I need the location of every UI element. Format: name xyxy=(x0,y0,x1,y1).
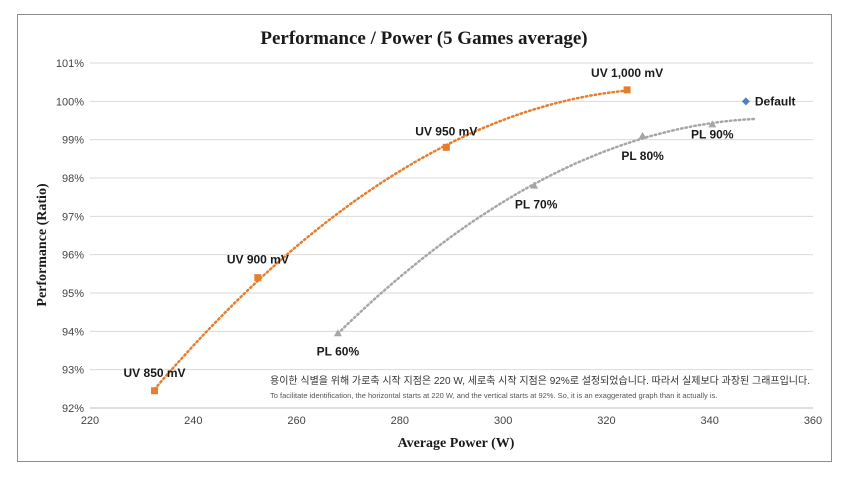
x-tick-label: 320 xyxy=(597,415,615,427)
x-tick-label: 220 xyxy=(81,415,99,427)
data-label: UV 900 mV xyxy=(227,253,289,267)
x-tick-label: 340 xyxy=(701,415,719,427)
x-tick-label: 260 xyxy=(287,415,305,427)
y-axis-title: Performance (Ratio) xyxy=(35,183,50,307)
data-label: Default xyxy=(755,94,796,108)
point-uv-950-mv xyxy=(442,143,450,151)
data-label: PL 70% xyxy=(515,198,558,212)
data-label: PL 60% xyxy=(317,344,360,358)
y-tick-label: 94% xyxy=(62,326,84,338)
chart-frame: Performance / Power (5 Games average) 92… xyxy=(17,14,832,462)
x-axis-title: Average Power (W) xyxy=(398,436,515,451)
point-pl-70- xyxy=(530,181,539,189)
point-pl-60- xyxy=(333,329,342,337)
y-tick-label: 93% xyxy=(62,365,84,377)
y-tick-label: 97% xyxy=(62,211,84,223)
series-1-trendline xyxy=(336,117,758,335)
y-tick-label: 99% xyxy=(62,135,84,147)
point-pl-90- xyxy=(708,120,717,128)
x-tick-label: 360 xyxy=(804,415,822,427)
y-tick-label: 95% xyxy=(62,288,84,300)
y-tick-label: 98% xyxy=(62,173,84,185)
annotation-korean: 용이한 식별을 위해 가로축 시작 지점은 220 W, 세로축 시작 지점은 … xyxy=(270,374,810,387)
x-tick-label: 240 xyxy=(184,415,202,427)
data-label: PL 80% xyxy=(621,149,664,163)
chart-title: Performance / Power (5 Games average) xyxy=(260,28,587,49)
data-label: PL 90% xyxy=(691,127,734,141)
chart-canvas: Performance / Power (5 Games average) 92… xyxy=(35,28,822,451)
y-tick-label: 101% xyxy=(56,58,84,70)
x-tick-label: 280 xyxy=(391,415,409,427)
series-0-trendline xyxy=(153,89,629,391)
point-uv-1-000-mv xyxy=(623,86,631,94)
x-tick-label: 300 xyxy=(494,415,512,427)
point-pl-80- xyxy=(638,131,647,139)
annotation-english: To facilitate identification, the horizo… xyxy=(270,391,717,400)
y-tick-label: 100% xyxy=(56,96,84,108)
data-label: UV 850 mV xyxy=(124,366,186,380)
point-default xyxy=(741,97,750,106)
y-tick-label: 92% xyxy=(62,403,84,415)
point-uv-900-mv xyxy=(254,274,262,282)
point-uv-850-mv xyxy=(151,387,159,395)
data-label: UV 1,000 mV xyxy=(591,66,663,80)
y-tick-label: 96% xyxy=(62,250,84,262)
data-label: UV 950 mV xyxy=(415,124,477,138)
